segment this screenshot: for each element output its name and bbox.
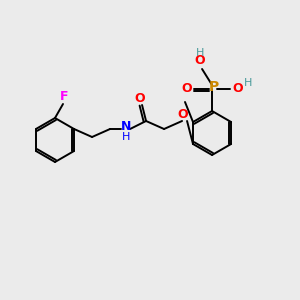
Text: N: N (121, 121, 131, 134)
Text: F: F (60, 91, 68, 103)
Text: O: O (182, 82, 192, 95)
Text: O: O (233, 82, 243, 95)
Text: H: H (122, 132, 130, 142)
Text: H: H (244, 78, 252, 88)
Text: P: P (209, 80, 219, 94)
Text: O: O (135, 92, 146, 104)
Text: O: O (195, 55, 206, 68)
Text: H: H (196, 48, 204, 58)
Text: O: O (178, 109, 188, 122)
